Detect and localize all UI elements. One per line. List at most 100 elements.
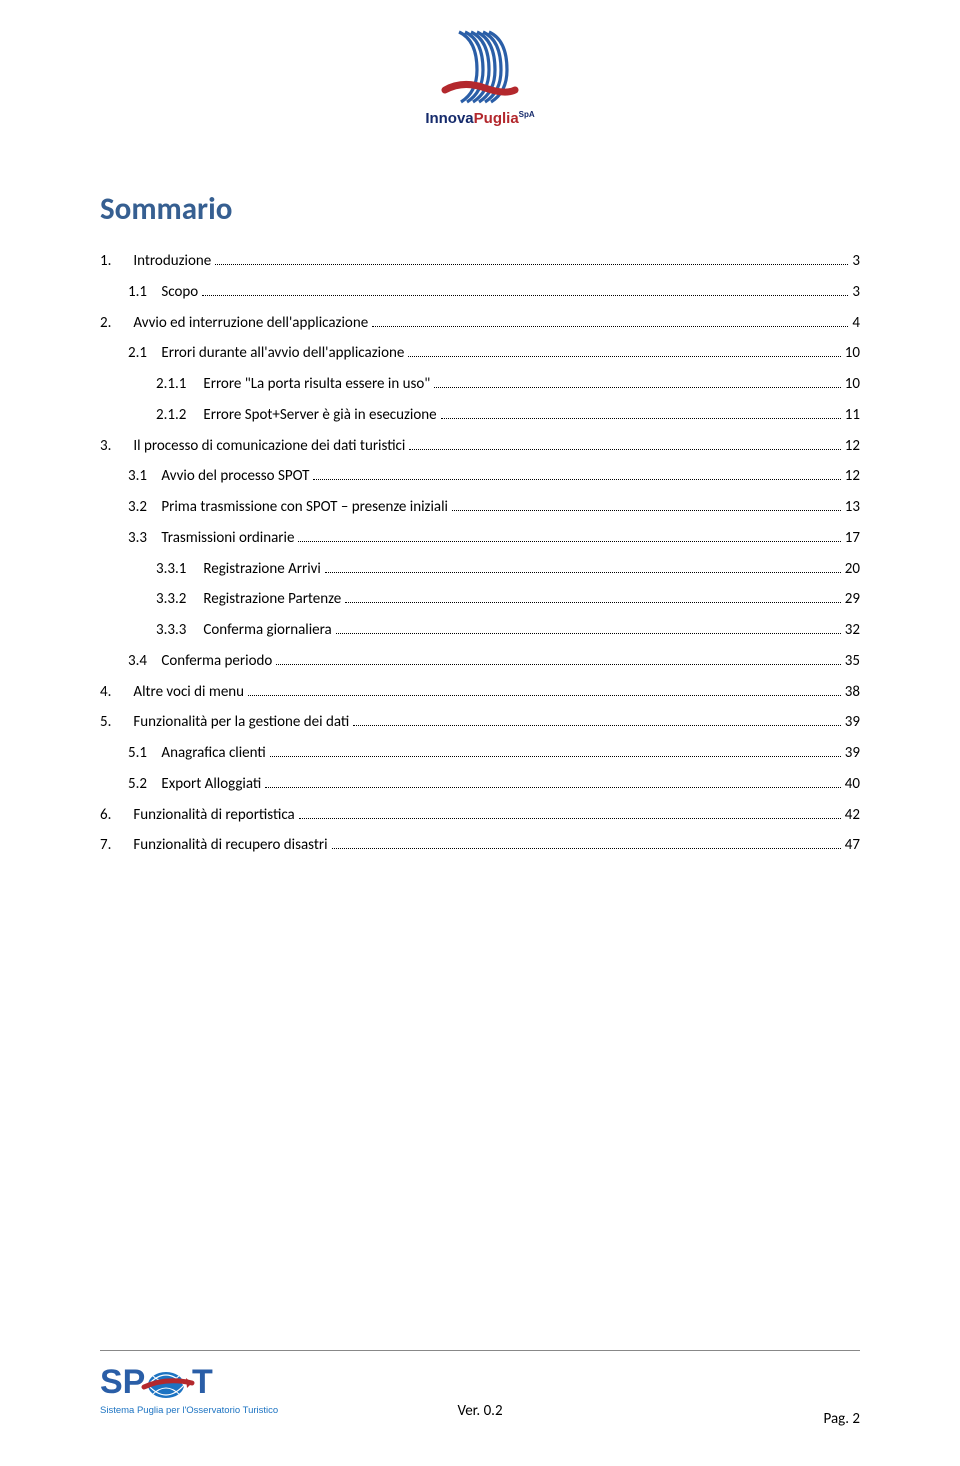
toc-entry-number: 3.1: [128, 461, 158, 492]
toc-entry-label: 3.3 Trasmissioni ordinarie: [128, 523, 294, 554]
toc-entry-text: Funzionalità per la gestione dei dati: [130, 713, 349, 731]
toc-entry-page: 20: [845, 554, 860, 585]
toc-entry[interactable]: 3.3.1 Registrazione Arrivi 20: [100, 554, 860, 585]
toc-entry[interactable]: 4. Altre voci di menu 38: [100, 677, 860, 708]
toc-entry-label: 5. Funzionalità per la gestione dei dati: [100, 707, 349, 738]
toc-entry-text: Conferma giornaliera: [200, 621, 332, 639]
toc-entry-label: 3.3.3 Conferma giornaliera: [156, 615, 332, 646]
content: Sommario 1. Introduzione 31.1 Scopo 32. …: [100, 190, 860, 1426]
toc-entry-page: 13: [845, 492, 860, 523]
toc-entry[interactable]: 3.3.2 Registrazione Partenze 29: [100, 584, 860, 615]
toc-entry-page: 40: [845, 769, 860, 800]
toc-entry[interactable]: 5.1 Anagrafica clienti 39: [100, 738, 860, 769]
toc-entry[interactable]: 3.2 Prima trasmissione con SPOT – presen…: [100, 492, 860, 523]
toc-entry[interactable]: 3. Il processo di comunicazione dei dati…: [100, 431, 860, 462]
toc-leader: [215, 264, 848, 265]
toc-entry-text: Errore "La porta risulta essere in uso": [200, 375, 430, 393]
toc-entry-page: 39: [845, 738, 860, 769]
toc-entry-text: Funzionalità di recupero disastri: [130, 836, 328, 854]
toc-entry-page: 29: [845, 584, 860, 615]
toc-leader: [202, 295, 848, 296]
toc-entry-label: 3.4 Conferma periodo: [128, 646, 272, 677]
toc-entry-number: 3.3.1: [156, 554, 200, 585]
toc-entry-text: Conferma periodo: [158, 652, 272, 670]
toc-entry-number: 2.1.2: [156, 400, 200, 431]
toc-leader: [336, 633, 841, 634]
toc-entry-label: 3.3.1 Registrazione Arrivi: [156, 554, 321, 585]
toc-entry[interactable]: 2.1 Errori durante all'avvio dell'applic…: [100, 338, 860, 369]
toc-entry-page: 3: [852, 246, 860, 277]
header-logo: InnovaPugliaSpA: [100, 30, 860, 130]
page-title: Sommario: [100, 190, 860, 228]
toc-entry-text: Registrazione Partenze: [200, 590, 341, 608]
toc-entry-number: 2.1: [128, 338, 158, 369]
toc-entry[interactable]: 6. Funzionalità di reportistica 42: [100, 800, 860, 831]
toc-entry[interactable]: 2.1.2 Errore Spot+Server è già in esecuz…: [100, 400, 860, 431]
toc-entry-label: 2.1 Errori durante all'avvio dell'applic…: [128, 338, 404, 369]
toc-leader: [248, 695, 841, 696]
toc-entry[interactable]: 1.1 Scopo 3: [100, 277, 860, 308]
toc-entry-number: 3.3.3: [156, 615, 200, 646]
toc-entry-text: Anagrafica clienti: [158, 744, 266, 762]
toc-entry-page: 11: [845, 400, 860, 431]
toc-entry-page: 17: [845, 523, 860, 554]
toc-entry-number: 6.: [100, 800, 130, 831]
toc-leader: [265, 787, 841, 788]
toc-entry-number: 2.1.1: [156, 369, 200, 400]
toc-entry-page: 4: [852, 308, 860, 339]
toc-entry-label: 4. Altre voci di menu: [100, 677, 244, 708]
toc-entry-label: 1.1 Scopo: [128, 277, 198, 308]
toc-entry-label: 3. Il processo di comunicazione dei dati…: [100, 431, 405, 462]
toc-entry[interactable]: 2.1.1 Errore "La porta risulta essere in…: [100, 369, 860, 400]
toc-entry[interactable]: 7. Funzionalità di recupero disastri 47: [100, 830, 860, 861]
innovapuglia-logo-icon: InnovaPugliaSpA: [415, 30, 545, 130]
toc-entry-number: 7.: [100, 830, 130, 861]
toc-leader: [409, 449, 840, 450]
toc-leader: [434, 387, 841, 388]
toc-entry-number: 3.: [100, 431, 130, 462]
toc-entry-page: 3: [852, 277, 860, 308]
page: InnovaPugliaSpA Sommario 1. Introduzione…: [0, 0, 960, 1466]
toc-entry-text: Errori durante all'avvio dell'applicazio…: [158, 344, 404, 362]
toc-entry-number: 3.2: [128, 492, 158, 523]
toc-entry-label: 6. Funzionalità di reportistica: [100, 800, 295, 831]
toc-entry-page: 10: [845, 369, 860, 400]
toc-entry-number: 5.: [100, 707, 130, 738]
toc-entry-page: 10: [845, 338, 860, 369]
toc-leader: [408, 356, 840, 357]
toc-entry-page: 12: [845, 461, 860, 492]
toc-leader: [270, 756, 841, 757]
toc-entry-text: Funzionalità di reportistica: [130, 806, 295, 824]
toc-entry-number: 3.4: [128, 646, 158, 677]
toc-entry-label: 2.1.1 Errore "La porta risulta essere in…: [156, 369, 430, 400]
toc-leader: [452, 510, 841, 511]
toc-leader: [332, 848, 841, 849]
toc-entry-label: 2. Avvio ed interruzione dell'applicazio…: [100, 308, 368, 339]
toc-entry-text: Scopo: [158, 283, 198, 301]
toc-leader: [353, 725, 841, 726]
toc-entry[interactable]: 3.3 Trasmissioni ordinarie 17: [100, 523, 860, 554]
toc-entry[interactable]: 5.2 Export Alloggiati 40: [100, 769, 860, 800]
toc-entry[interactable]: 5. Funzionalità per la gestione dei dati…: [100, 707, 860, 738]
table-of-contents: 1. Introduzione 31.1 Scopo 32. Avvio ed …: [100, 246, 860, 861]
footer-version: Ver. 0.2: [100, 1402, 860, 1420]
toc-entry[interactable]: 1. Introduzione 3: [100, 246, 860, 277]
toc-leader: [298, 541, 840, 542]
toc-entry[interactable]: 3.1 Avvio del processo SPOT 12: [100, 461, 860, 492]
toc-entry-text: Avvio ed interruzione dell'applicazione: [130, 314, 368, 332]
toc-entry-label: 3.1 Avvio del processo SPOT: [128, 461, 309, 492]
toc-leader: [313, 479, 840, 480]
toc-entry-number: 3.3.2: [156, 584, 200, 615]
toc-entry-label: 2.1.2 Errore Spot+Server è già in esecuz…: [156, 400, 437, 431]
toc-leader: [441, 418, 841, 419]
toc-entry-label: 3.2 Prima trasmissione con SPOT – presen…: [128, 492, 448, 523]
toc-entry-text: Export Alloggiati: [158, 775, 261, 793]
toc-entry[interactable]: 3.4 Conferma periodo 35: [100, 646, 860, 677]
toc-entry-page: 42: [845, 800, 860, 831]
toc-entry[interactable]: 2. Avvio ed interruzione dell'applicazio…: [100, 308, 860, 339]
footer: SP T Sistema Puglia per l'Osservatorio T…: [100, 1350, 860, 1428]
toc-entry-label: 1. Introduzione: [100, 246, 211, 277]
svg-text:T: T: [192, 1363, 213, 1401]
toc-entry[interactable]: 3.3.3 Conferma giornaliera 32: [100, 615, 860, 646]
toc-entry-text: Introduzione: [130, 252, 211, 270]
